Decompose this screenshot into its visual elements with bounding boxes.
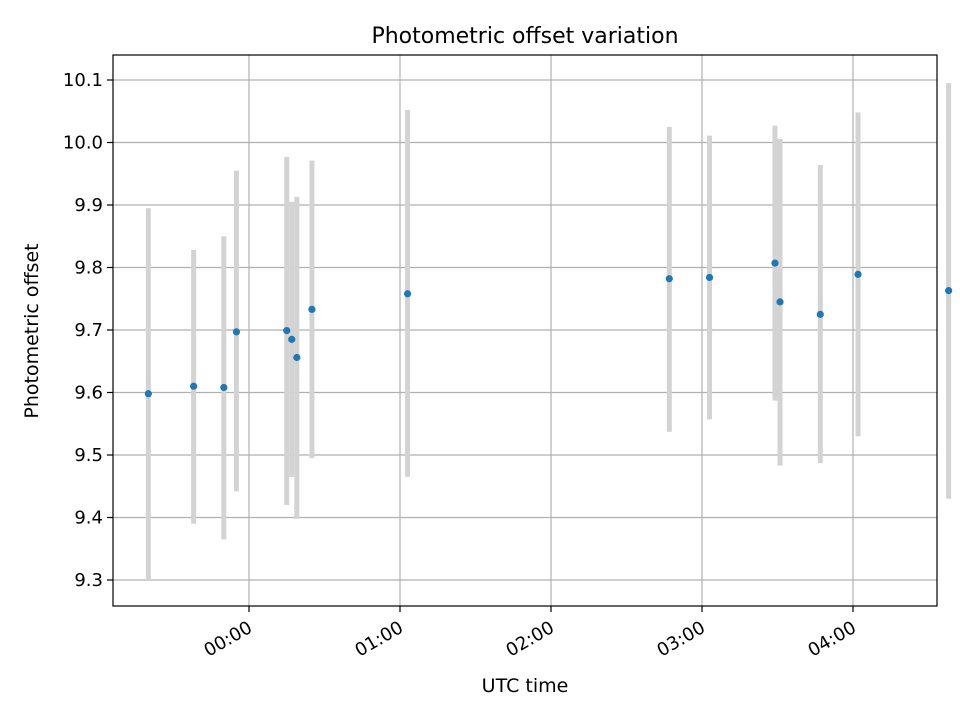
data-point bbox=[776, 298, 784, 306]
chart-title: Photometric offset variation bbox=[371, 24, 678, 49]
x-axis-label: UTC time bbox=[482, 675, 569, 697]
data-point bbox=[308, 305, 316, 313]
data-point bbox=[190, 382, 198, 390]
y-tick-label: 9.8 bbox=[74, 258, 103, 279]
data-point bbox=[220, 383, 228, 392]
grid-lines bbox=[113, 55, 937, 606]
data-point bbox=[144, 390, 152, 398]
y-tick-label: 10.1 bbox=[63, 70, 103, 91]
y-tick-label: 10.0 bbox=[63, 133, 103, 154]
y-tick-label: 9.3 bbox=[74, 570, 103, 591]
data-point bbox=[403, 290, 412, 298]
x-tick-label: 00:00 bbox=[200, 617, 255, 661]
x-axis-ticks: 00:00 01:00 02:00 03:00 04:00 bbox=[200, 606, 860, 661]
data-point bbox=[665, 275, 673, 283]
y-tick-label: 9.5 bbox=[74, 445, 103, 466]
x-tick-label: 04:00 bbox=[804, 617, 859, 661]
y-axis-label: Photometric offset bbox=[21, 243, 43, 418]
data-point bbox=[771, 259, 779, 267]
error-bars bbox=[145, 83, 952, 580]
data-point bbox=[288, 335, 296, 343]
y-tick-label: 9.7 bbox=[74, 320, 103, 341]
data-point bbox=[854, 270, 862, 278]
y-axis-ticks: 9.3 9.4 9.5 9.6 9.7 9.8 9.9 10.0 10.1 bbox=[63, 70, 113, 591]
data-point bbox=[945, 287, 953, 295]
y-tick-label: 9.4 bbox=[74, 508, 103, 529]
data-point bbox=[283, 327, 291, 335]
x-tick-label: 02:00 bbox=[502, 617, 557, 661]
x-tick-label: 01:00 bbox=[351, 617, 406, 661]
data-point bbox=[293, 353, 301, 362]
data-point bbox=[232, 328, 241, 336]
y-tick-label: 9.6 bbox=[74, 383, 103, 404]
y-tick-label: 9.9 bbox=[74, 195, 103, 216]
x-tick-label: 03:00 bbox=[653, 617, 708, 661]
data-points bbox=[144, 259, 953, 398]
data-point bbox=[816, 310, 824, 318]
data-point bbox=[705, 273, 714, 282]
